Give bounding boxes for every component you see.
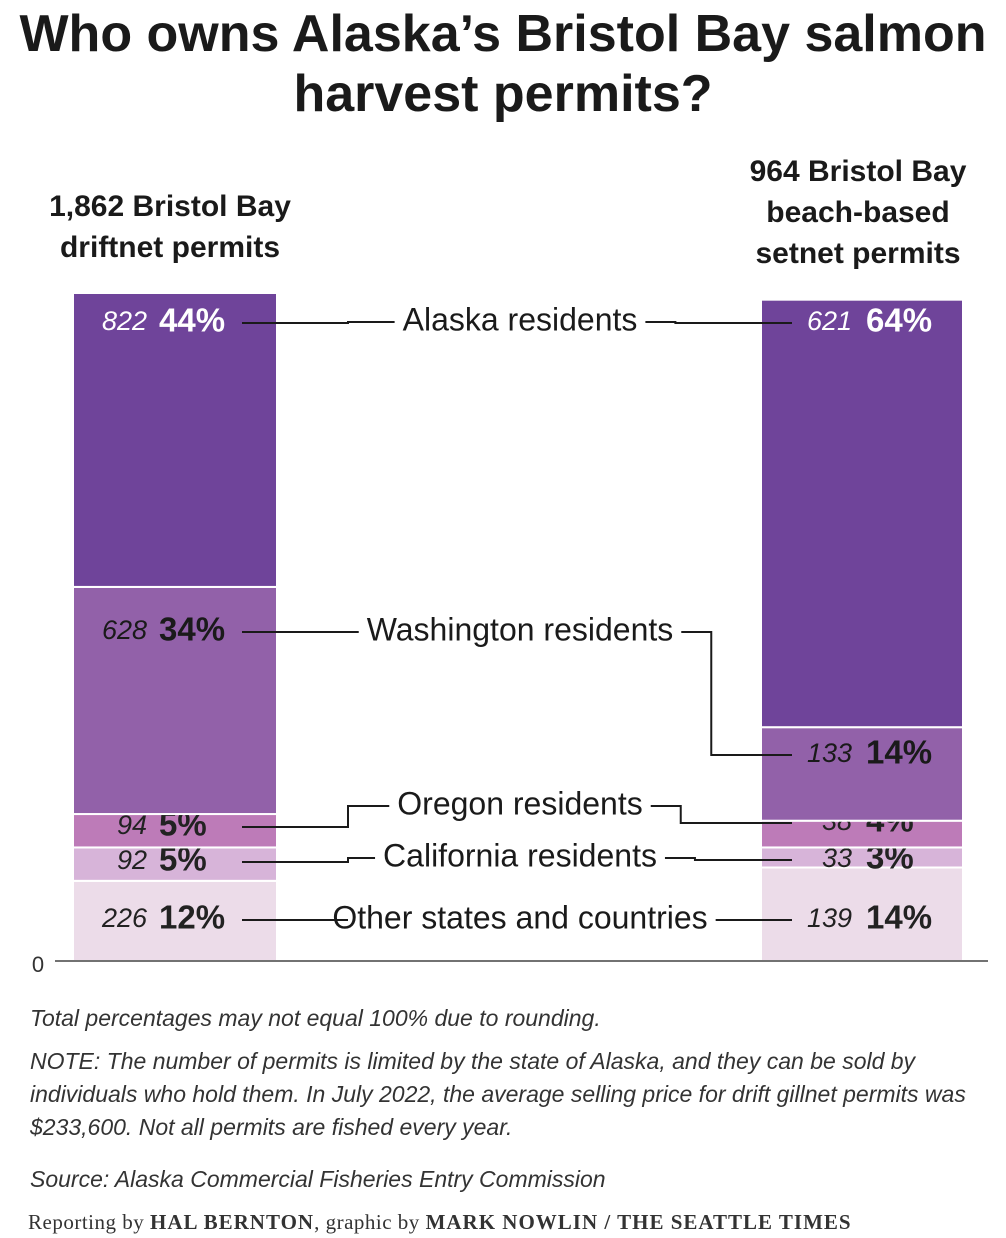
connector (681, 631, 792, 756)
bar-segment (72, 292, 278, 588)
bar-segment (760, 846, 964, 869)
count-label: 133 (807, 738, 852, 768)
series-label: Washington residents (367, 611, 674, 647)
percent-label: 14% (866, 899, 932, 936)
count-label: 226 (101, 903, 148, 933)
credit: Reporting by HAL BERNTON, graphic by MAR… (28, 1210, 852, 1235)
note: NOTE: The number of permits is limited b… (30, 1048, 966, 1140)
count-label: 621 (807, 306, 852, 336)
chart: 22612%925%945%62834%82244%13914%333%384%… (32, 292, 988, 977)
percent-label: 44% (159, 302, 225, 339)
connector (242, 321, 395, 324)
count-label: 822 (102, 306, 147, 336)
count-label: 94 (117, 810, 147, 840)
bar-segment (72, 846, 278, 882)
footnote: Total percentages may not equal 100% due… (30, 1005, 601, 1031)
connector (664, 857, 792, 861)
bar-segment (760, 819, 964, 849)
connector (242, 805, 390, 828)
bar-segment (760, 298, 964, 729)
percent-label: 34% (159, 611, 225, 648)
series-label: Oregon residents (397, 785, 642, 821)
chart-title: Who owns Alaska’s Bristol Bay salmon har… (19, 5, 987, 123)
count-label: 628 (102, 615, 147, 645)
bar-segment (760, 866, 964, 962)
category-label: 1,862 Bristol Bay driftnet permits (49, 190, 291, 264)
percent-label: 14% (866, 734, 932, 771)
percent-label: 64% (866, 302, 932, 339)
series-label: Other states and countries (332, 899, 707, 935)
credit-name: HAL BERNTON (150, 1210, 315, 1234)
credit-text: , graphic by (314, 1210, 426, 1234)
connector (242, 857, 376, 863)
category-label: 964 Bristol Bay beach-based setnet permi… (749, 155, 967, 270)
connector (650, 805, 792, 824)
credit-name: MARK NOWLIN / THE SEATTLE TIMES (425, 1210, 852, 1234)
count-label: 139 (807, 903, 852, 933)
bar-segment (760, 726, 964, 822)
series-label: Alaska residents (403, 301, 638, 337)
connector (645, 321, 792, 324)
count-label: 92 (117, 845, 147, 875)
series-label: California residents (383, 837, 657, 873)
credit-text: Reporting by (28, 1210, 150, 1234)
y-tick-label: 0 (32, 952, 44, 977)
percent-label: 12% (159, 899, 225, 936)
source: Source: Alaska Commercial Fisheries Entr… (30, 1166, 606, 1192)
